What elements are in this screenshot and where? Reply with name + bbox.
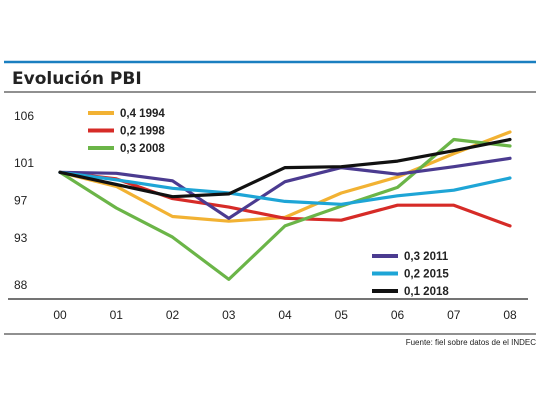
- legend-label: 0,3 2008: [120, 143, 165, 155]
- x-tick-label: 06: [391, 308, 405, 322]
- series-line: [58, 156, 512, 220]
- legend-label: 0,3 2011: [404, 251, 449, 263]
- x-tick-label: 01: [110, 308, 124, 322]
- legend-label: 0,2 1998: [120, 126, 165, 138]
- x-tick-label: 07: [447, 308, 461, 322]
- y-tick-label: 93: [14, 231, 28, 245]
- chart-title: Evolución PBI: [12, 69, 142, 89]
- x-tick-label: 04: [278, 308, 292, 322]
- legend-label: 0,2 2015: [404, 269, 449, 281]
- x-tick-label: 08: [503, 308, 517, 322]
- y-axis-ticks: 106 101 97 93 88: [14, 109, 34, 292]
- x-tick-label: 05: [335, 308, 349, 322]
- x-axis-ticks: 00 01 02 03 04 05 06 07 08: [53, 308, 517, 322]
- series-lines: [58, 130, 512, 281]
- legend-label: 0,4 1994: [120, 108, 165, 120]
- y-tick-label: 106: [14, 109, 34, 123]
- series-line: [58, 170, 512, 228]
- y-tick-label: 88: [14, 278, 28, 292]
- source-note: Fuente: fiel sobre datos de el INDEC: [406, 338, 537, 347]
- legend-label: 0,1 2018: [404, 286, 449, 298]
- series-line: [58, 137, 512, 199]
- series-line: [58, 170, 512, 206]
- y-tick-label: 97: [14, 194, 28, 208]
- x-tick-label: 03: [222, 308, 236, 322]
- x-tick-label: 00: [53, 308, 67, 322]
- x-tick-label: 02: [166, 308, 180, 322]
- legend: 0,4 1994 0,2 1998 0,3 2008 0,3 2011 0,2 2015…: [88, 108, 449, 298]
- y-tick-label: 101: [14, 156, 34, 170]
